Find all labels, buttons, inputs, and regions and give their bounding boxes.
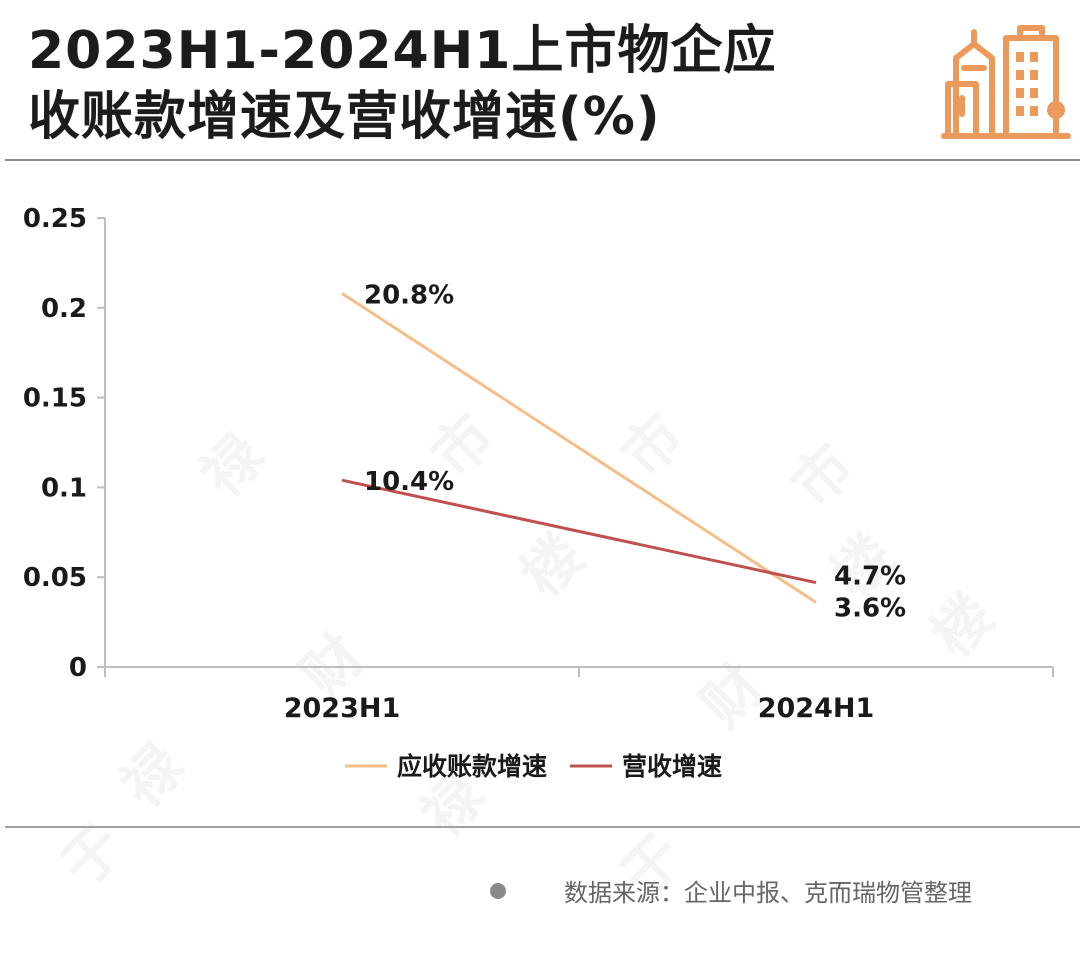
y-tick-label: 0.05 — [23, 563, 87, 593]
series-line — [341, 292, 817, 604]
footer-divider — [5, 826, 1080, 828]
series-line — [341, 478, 817, 585]
y-tick-label: 0.1 — [41, 473, 87, 503]
chart-series — [341, 292, 817, 604]
chart-data-labels: 20.8% 3.6% 10.4% 4.7% — [364, 280, 906, 623]
x-tick-label: 2024H1 — [758, 693, 875, 724]
y-tick-label: 0 — [69, 653, 87, 683]
chart-legend: 应收账款增速 营收增速 — [345, 752, 722, 781]
data-label: 10.4% — [364, 467, 454, 497]
title-line-1: 2023H1-2024H1上市物企应 — [28, 21, 777, 81]
data-source-text: 数据来源：企业中报、克而瑞物管整理 — [564, 879, 972, 907]
data-label: 3.6% — [834, 593, 906, 623]
chart-axes: 0 0.05 0.1 0.15 0.2 0.25 2023H1 2024H1 — [23, 204, 1054, 724]
data-label: 4.7% — [834, 562, 906, 592]
line-chart: 0 0.05 0.1 0.15 0.2 0.25 2023H1 2024H1 20.8% 3.6… — [23, 204, 1054, 781]
header-divider — [5, 159, 1080, 161]
legend-label: 应收账款增速 — [397, 752, 547, 781]
data-label: 20.8% — [364, 280, 454, 310]
x-tick-label: 2023H1 — [284, 693, 401, 724]
bullet-dot-icon — [490, 882, 506, 899]
y-tick-label: 0.15 — [23, 384, 87, 414]
city-buildings-icon — [941, 25, 1071, 139]
y-tick-label: 0.2 — [41, 294, 87, 324]
y-tick-label: 0.25 — [23, 204, 87, 234]
data-source: 数据来源：企业中报、克而瑞物管整理 — [490, 873, 972, 908]
legend-label: 营收增速 — [622, 752, 722, 781]
page-title: 2023H1-2024H1上市物企应 收账款增速及营收增速(%) — [28, 18, 928, 150]
title-line-2: 收账款增速及营收增速(%) — [28, 87, 661, 147]
